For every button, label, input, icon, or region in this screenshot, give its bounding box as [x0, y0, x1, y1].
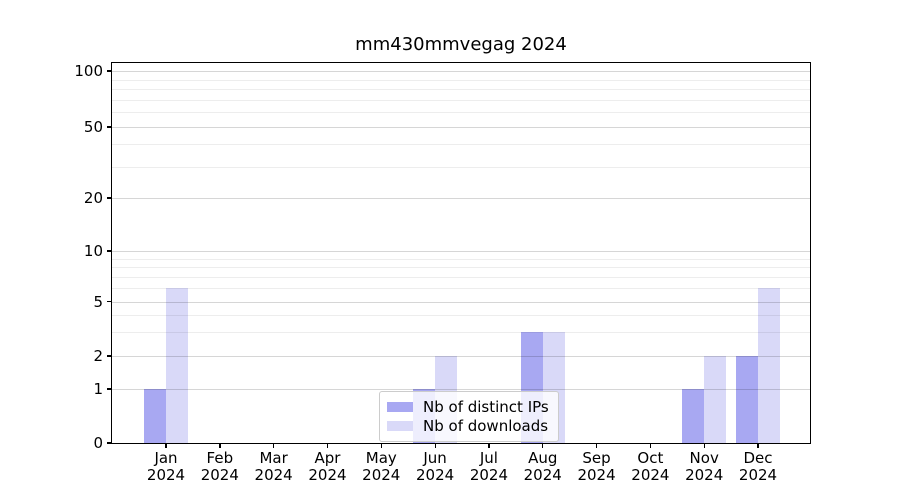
bar-distinct-ips-jan-2024 — [144, 389, 166, 443]
y-tick-1 — [107, 388, 111, 390]
gridline-y-minor-90 — [112, 79, 810, 81]
legend-swatch-downloads — [387, 420, 413, 431]
legend-swatch-distinct-ips — [387, 401, 413, 412]
gridline-y-minor-70 — [112, 99, 810, 101]
x-tick-jul-2024 — [488, 444, 490, 448]
top-spine — [111, 62, 811, 64]
x-tick-year: 2024 — [469, 466, 508, 484]
legend: Nb of distinct IPs Nb of downloads — [379, 391, 559, 442]
x-tick-label-oct-2024: Oct 2024 — [605, 450, 695, 484]
y-tick-label-0: 0 — [93, 434, 103, 452]
gridline-y-minor-80 — [112, 89, 810, 91]
legend-item-downloads: Nb of downloads — [387, 416, 549, 435]
gridline-y-minor-40 — [112, 144, 810, 146]
y-tick-label-1: 1 — [93, 380, 103, 398]
y-tick-50 — [107, 126, 111, 128]
gridline-y-10 — [112, 251, 810, 252]
legend-label-distinct-ips: Nb of distinct IPs — [423, 397, 549, 416]
plot-area — [112, 62, 810, 443]
x-tick-year: 2024 — [523, 466, 562, 484]
x-tick-label-dec-2024: Dec 2024 — [713, 450, 803, 484]
legend-item-distinct-ips: Nb of distinct IPs — [387, 397, 549, 416]
x-tick-year: 2024 — [362, 466, 401, 484]
gridline-y-2 — [112, 356, 810, 357]
x-tick-label-sep-2024: Sep 2024 — [552, 450, 642, 484]
y-tick-100 — [107, 70, 111, 72]
bar-distinct-ips-dec-2024 — [736, 356, 759, 443]
x-tick-year: 2024 — [685, 466, 724, 484]
y-tick-label-20: 20 — [83, 189, 103, 207]
x-tick-label-mar-2024: Mar 2024 — [229, 450, 319, 484]
y-tick-0 — [107, 442, 111, 444]
gridline-y-50 — [112, 127, 810, 128]
gridline-y-minor-30 — [112, 166, 810, 168]
x-tick-year: 2024 — [146, 466, 186, 484]
gridline-y-minor-3 — [112, 331, 810, 333]
x-tick-label-jan-2024: Jan 2024 — [121, 450, 211, 484]
x-tick-label-apr-2024: Apr 2024 — [282, 450, 372, 484]
y-tick-10 — [107, 250, 111, 252]
bottom-spine — [111, 443, 811, 445]
gridline-y-minor-6 — [112, 288, 810, 290]
x-tick-label-aug-2024: Aug 2024 — [498, 450, 588, 484]
gridline-y-5 — [112, 301, 810, 303]
gridline-y-1 — [112, 389, 810, 390]
left-spine — [111, 62, 113, 444]
y-tick-2 — [107, 355, 111, 357]
x-tick-year: 2024 — [254, 466, 293, 484]
x-tick-feb-2024 — [219, 444, 221, 448]
bar-downloads-jan-2024 — [166, 288, 188, 443]
x-tick-year: 2024 — [738, 466, 778, 484]
x-tick-apr-2024 — [326, 444, 329, 448]
gridline-y-minor-8 — [112, 267, 810, 269]
x-tick-aug-2024 — [542, 444, 544, 448]
x-tick-year: 2024 — [577, 466, 616, 484]
right-spine — [810, 62, 812, 444]
x-tick-sep-2024 — [595, 444, 598, 448]
x-tick-dec-2024 — [757, 444, 759, 448]
gridline-y-minor-7 — [112, 276, 810, 278]
x-tick-year: 2024 — [631, 466, 670, 484]
bar-distinct-ips-nov-2024 — [682, 389, 705, 443]
x-tick-label-jul-2024: Jul 2024 — [444, 450, 534, 484]
x-tick-label-jun-2024: Jun 2024 — [390, 450, 480, 484]
y-tick-label-5: 5 — [93, 292, 103, 311]
gridline-y-minor-60 — [112, 112, 810, 114]
y-tick-label-100: 100 — [74, 62, 103, 80]
y-tick-label-50: 50 — [83, 118, 103, 136]
x-tick-mar-2024 — [273, 444, 275, 448]
y-tick-20 — [107, 197, 111, 199]
y-tick-5 — [107, 300, 111, 303]
bar-downloads-dec-2024 — [758, 288, 781, 443]
gridline-y-20 — [112, 198, 810, 199]
x-tick-year: 2024 — [200, 466, 239, 484]
x-tick-label-feb-2024: Feb 2024 — [175, 450, 265, 484]
bar-downloads-nov-2024 — [704, 356, 727, 443]
x-tick-oct-2024 — [649, 444, 652, 448]
legend-label-downloads: Nb of downloads — [423, 416, 549, 435]
x-tick-label-may-2024: May 2024 — [336, 450, 426, 484]
x-tick-year: 2024 — [416, 466, 455, 484]
x-tick-jun-2024 — [434, 444, 436, 448]
x-tick-label-nov-2024: Nov 2024 — [659, 450, 749, 484]
gridline-y-minor-9 — [112, 258, 810, 260]
chart-title: mm430mmvegag 2024 — [355, 34, 567, 55]
gridline-y-minor-4 — [112, 314, 810, 316]
y-tick-label-10: 10 — [83, 242, 103, 260]
y-tick-label-2: 2 — [93, 347, 103, 365]
gridline-y-100 — [112, 71, 810, 72]
x-tick-nov-2024 — [703, 444, 705, 448]
x-tick-jan-2024 — [165, 444, 167, 448]
x-tick-year: 2024 — [308, 466, 347, 484]
x-tick-may-2024 — [380, 444, 382, 448]
